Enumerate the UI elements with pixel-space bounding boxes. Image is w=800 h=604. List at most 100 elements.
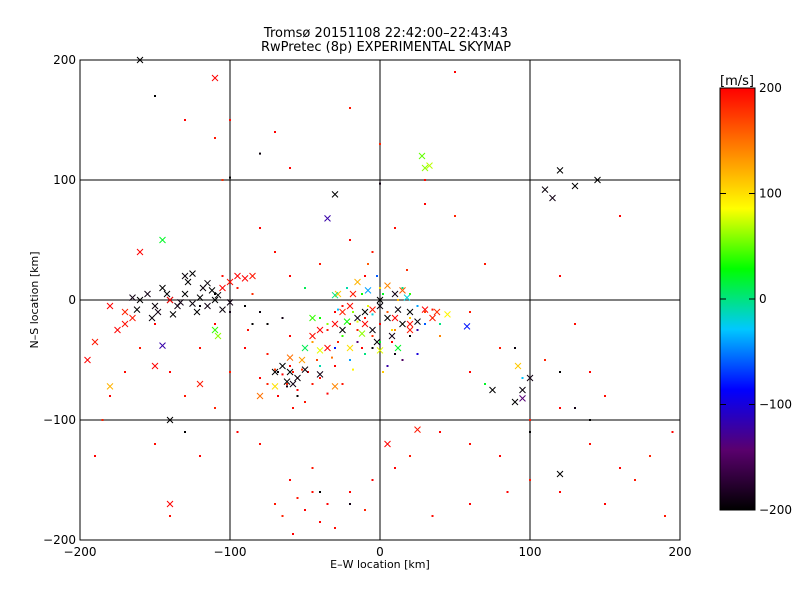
data-point-dot bbox=[184, 431, 186, 433]
data-point-cross bbox=[133, 306, 141, 313]
data-point-cross bbox=[376, 296, 384, 304]
data-point-dot bbox=[574, 407, 576, 409]
data-point-cross bbox=[163, 290, 171, 298]
data-point-dot bbox=[394, 353, 396, 355]
data-point-dot bbox=[409, 317, 411, 319]
data-point-cross bbox=[373, 338, 381, 346]
data-point-dot bbox=[619, 467, 621, 469]
data-point-dot bbox=[514, 347, 516, 349]
data-point-dot bbox=[292, 533, 294, 535]
colorbar-label: [m/s] bbox=[720, 74, 754, 89]
data-point-dot bbox=[169, 371, 171, 373]
data-point-dot bbox=[371, 251, 374, 253]
data-point-dot bbox=[424, 311, 426, 313]
data-point-cross bbox=[294, 374, 301, 382]
x-axis-ticks: −200 −100 0 100 200 bbox=[64, 60, 691, 559]
data-point-dot bbox=[214, 407, 216, 409]
data-point-cross bbox=[406, 326, 414, 334]
data-point-cross bbox=[106, 302, 114, 310]
data-point-dot bbox=[94, 455, 96, 457]
data-point-cross bbox=[556, 167, 564, 174]
data-point-dot bbox=[154, 323, 156, 325]
data-point-cross bbox=[369, 326, 376, 334]
x-tick-label: −200 bbox=[64, 545, 97, 559]
y-tick-label: 100 bbox=[53, 173, 76, 187]
data-point-dot bbox=[229, 119, 231, 121]
data-point-cross bbox=[549, 194, 556, 202]
data-point-dot bbox=[634, 479, 636, 481]
data-point-dot bbox=[124, 371, 126, 373]
data-point-dot bbox=[289, 167, 291, 169]
data-point-dot bbox=[664, 515, 666, 517]
data-point-cross bbox=[391, 314, 399, 322]
data-point-dot bbox=[499, 455, 501, 457]
data-point-cross bbox=[249, 272, 256, 280]
data-point-dot bbox=[274, 368, 276, 371]
data-point-dot bbox=[364, 509, 366, 511]
data-point-dot bbox=[604, 395, 606, 397]
data-point-cross bbox=[286, 368, 294, 376]
x-tick-label: 0 bbox=[376, 545, 384, 559]
data-point-cross bbox=[421, 164, 429, 172]
data-point-cross bbox=[181, 290, 189, 298]
data-point-dot bbox=[529, 479, 531, 481]
data-point-cross bbox=[211, 296, 219, 304]
data-point-dot bbox=[334, 527, 336, 529]
data-point-cross bbox=[189, 270, 196, 277]
data-point-cross bbox=[298, 356, 306, 364]
data-point-dot bbox=[397, 299, 399, 301]
data-point-dot bbox=[139, 347, 141, 349]
data-point-cross bbox=[489, 386, 496, 394]
data-point-dot bbox=[379, 182, 381, 185]
data-point-dot bbox=[221, 179, 224, 181]
data-point-cross bbox=[421, 306, 429, 313]
data-point-dot bbox=[292, 407, 294, 409]
data-point-dot bbox=[409, 293, 411, 295]
data-point-dot bbox=[424, 179, 426, 181]
data-point-dot bbox=[382, 371, 384, 373]
data-point-dot bbox=[311, 341, 314, 343]
data-point-dot bbox=[439, 323, 441, 325]
data-point-dot bbox=[277, 395, 279, 397]
data-point-cross bbox=[309, 332, 316, 340]
data-point-dot bbox=[406, 269, 408, 271]
data-point-cross bbox=[208, 287, 216, 294]
data-point-dot bbox=[247, 329, 249, 331]
data-point-dot bbox=[244, 305, 246, 307]
data-point-cross bbox=[136, 296, 144, 304]
data-point-dot bbox=[416, 353, 419, 355]
data-point-dot bbox=[289, 335, 291, 337]
data-point-dot bbox=[319, 263, 321, 265]
data-point-cross bbox=[514, 362, 522, 370]
data-point-cross bbox=[106, 383, 114, 390]
data-point-dot bbox=[304, 401, 306, 403]
data-point-cross bbox=[444, 311, 451, 318]
data-point-dot bbox=[589, 419, 591, 421]
data-point-cross bbox=[256, 392, 264, 400]
y-tick-label: −100 bbox=[43, 413, 76, 427]
data-point-cross bbox=[169, 311, 177, 318]
data-point-cross bbox=[406, 308, 414, 316]
data-point-dot bbox=[251, 293, 254, 295]
data-point-cross bbox=[364, 287, 372, 294]
data-point-cross bbox=[339, 326, 346, 334]
data-point-cross bbox=[271, 383, 279, 390]
data-point-dot bbox=[352, 311, 354, 313]
data-point-dot bbox=[311, 467, 314, 469]
data-point-cross bbox=[121, 308, 129, 316]
data-point-dot bbox=[394, 329, 396, 331]
colorbar-tick-label: 100 bbox=[759, 187, 782, 201]
data-point-cross bbox=[234, 272, 241, 280]
data-point-cross bbox=[361, 308, 369, 316]
data-point-dot bbox=[214, 323, 216, 325]
data-point-dot bbox=[286, 383, 288, 385]
data-point-dot bbox=[334, 311, 336, 313]
data-point-cross bbox=[406, 320, 414, 328]
data-point-dot bbox=[341, 335, 344, 337]
data-point-dot bbox=[274, 503, 276, 505]
data-point-dot bbox=[469, 443, 471, 445]
data-point-dot bbox=[266, 383, 269, 385]
data-point-cross bbox=[211, 326, 219, 334]
